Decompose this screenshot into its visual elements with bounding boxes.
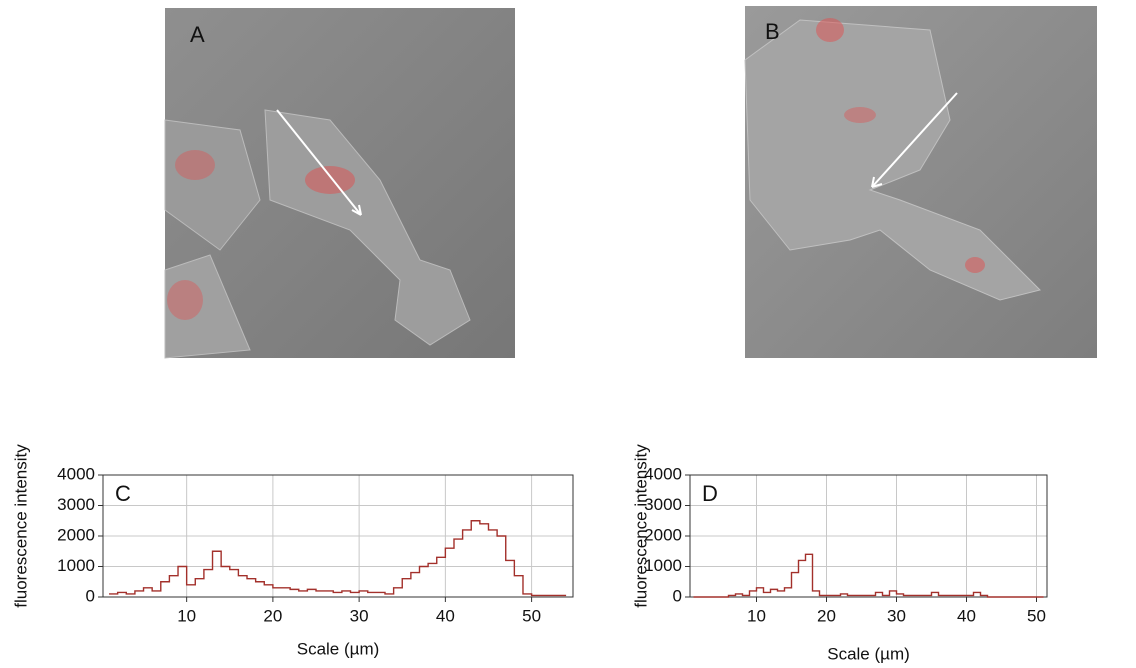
x-tick-label: 10 <box>747 606 766 625</box>
image-label: B <box>765 19 780 44</box>
x-tick-label: 20 <box>263 606 282 625</box>
data-line <box>109 520 567 597</box>
panel-label: C <box>115 481 131 506</box>
x-tick-label: 40 <box>957 606 976 625</box>
y-tick-label: 2000 <box>57 525 95 544</box>
x-tick-label: 30 <box>350 606 369 625</box>
chart: 0 1000 2000 3000 4000 10 20 30 40 50 D Scale (µm) fl… <box>631 444 1048 663</box>
y-tick-label: 2000 <box>644 525 682 544</box>
x-tick-label: 10 <box>177 606 196 625</box>
panel-label: D <box>702 481 718 506</box>
y-tick-label: 4000 <box>57 464 95 483</box>
y-tick-label: 1000 <box>644 556 682 575</box>
x-tick-label: 20 <box>817 606 836 625</box>
chart: 0 1000 2000 3000 4000 10 20 30 40 50 C Scale (µm) fl… <box>11 444 574 658</box>
y-tick-label: 4000 <box>644 464 682 483</box>
image-b: B <box>744 6 1097 358</box>
y-axis-label: fluorescence intensity <box>11 444 30 608</box>
x-tick-label: 30 <box>887 606 906 625</box>
x-tick-label: 50 <box>522 606 541 625</box>
x-axis-label: Scale (µm) <box>297 639 380 658</box>
y-tick-label: 0 <box>86 586 95 605</box>
image-label: A <box>190 22 205 47</box>
x-tick-label: 50 <box>1027 606 1046 625</box>
y-tick-label: 0 <box>673 586 682 605</box>
y-axis-label: fluorescence intensity <box>631 444 650 608</box>
data-line <box>693 553 1044 598</box>
y-tick-label: 3000 <box>644 495 682 514</box>
y-tick-label: 3000 <box>57 495 95 514</box>
y-tick-label: 1000 <box>57 556 95 575</box>
image-a: A <box>164 8 515 359</box>
x-tick-label: 40 <box>436 606 455 625</box>
x-axis-label: Scale (µm) <box>827 644 910 663</box>
